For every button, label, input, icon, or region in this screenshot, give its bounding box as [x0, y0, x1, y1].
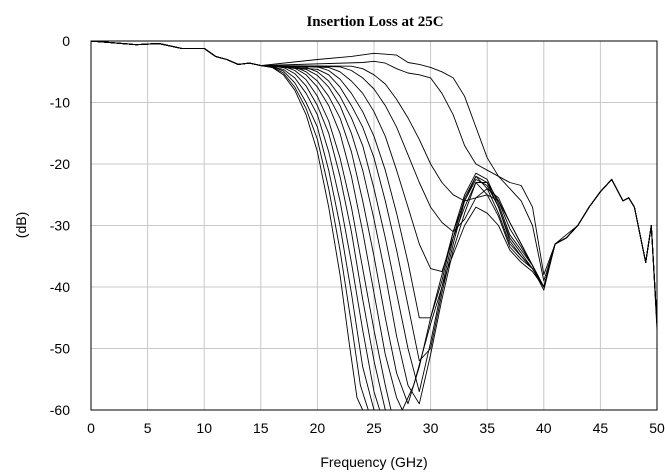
x-tick-label: 40 [536, 420, 552, 436]
chart-title: Insertion Loss at 25C [306, 14, 443, 30]
x-axis-label: Frequency (GHz) [320, 454, 427, 470]
x-tick-label: 45 [593, 420, 609, 436]
series-lines [90, 40, 658, 411]
y-tick-label: -20 [50, 156, 70, 172]
x-tick-label: 20 [310, 420, 326, 436]
x-tick-label: 25 [366, 420, 382, 436]
y-axis-ticks: 0 -10 -20 -30 -40 -50 -60 [50, 33, 70, 418]
y-tick-label: -40 [50, 279, 70, 295]
x-tick-label: 30 [423, 420, 439, 436]
y-axis-label: (dB) [13, 212, 29, 238]
y-tick-label: -30 [50, 218, 70, 234]
x-tick-label: 50 [649, 420, 665, 436]
x-axis-ticks: 0 5 10 15 20 25 30 35 40 45 50 [87, 420, 665, 436]
x-tick-label: 15 [253, 420, 269, 436]
y-tick-label: -60 [50, 402, 70, 418]
plot-frame [90, 40, 658, 411]
x-tick-label: 5 [144, 420, 152, 436]
x-tick-label: 0 [87, 420, 95, 436]
series-line-17 [90, 40, 658, 324]
x-tick-label: 10 [196, 420, 212, 436]
y-tick-label: -10 [50, 95, 70, 111]
y-tick-label: -50 [50, 341, 70, 357]
grid [91, 41, 657, 410]
y-tick-label: 0 [62, 33, 70, 49]
x-tick-label: 35 [479, 420, 495, 436]
